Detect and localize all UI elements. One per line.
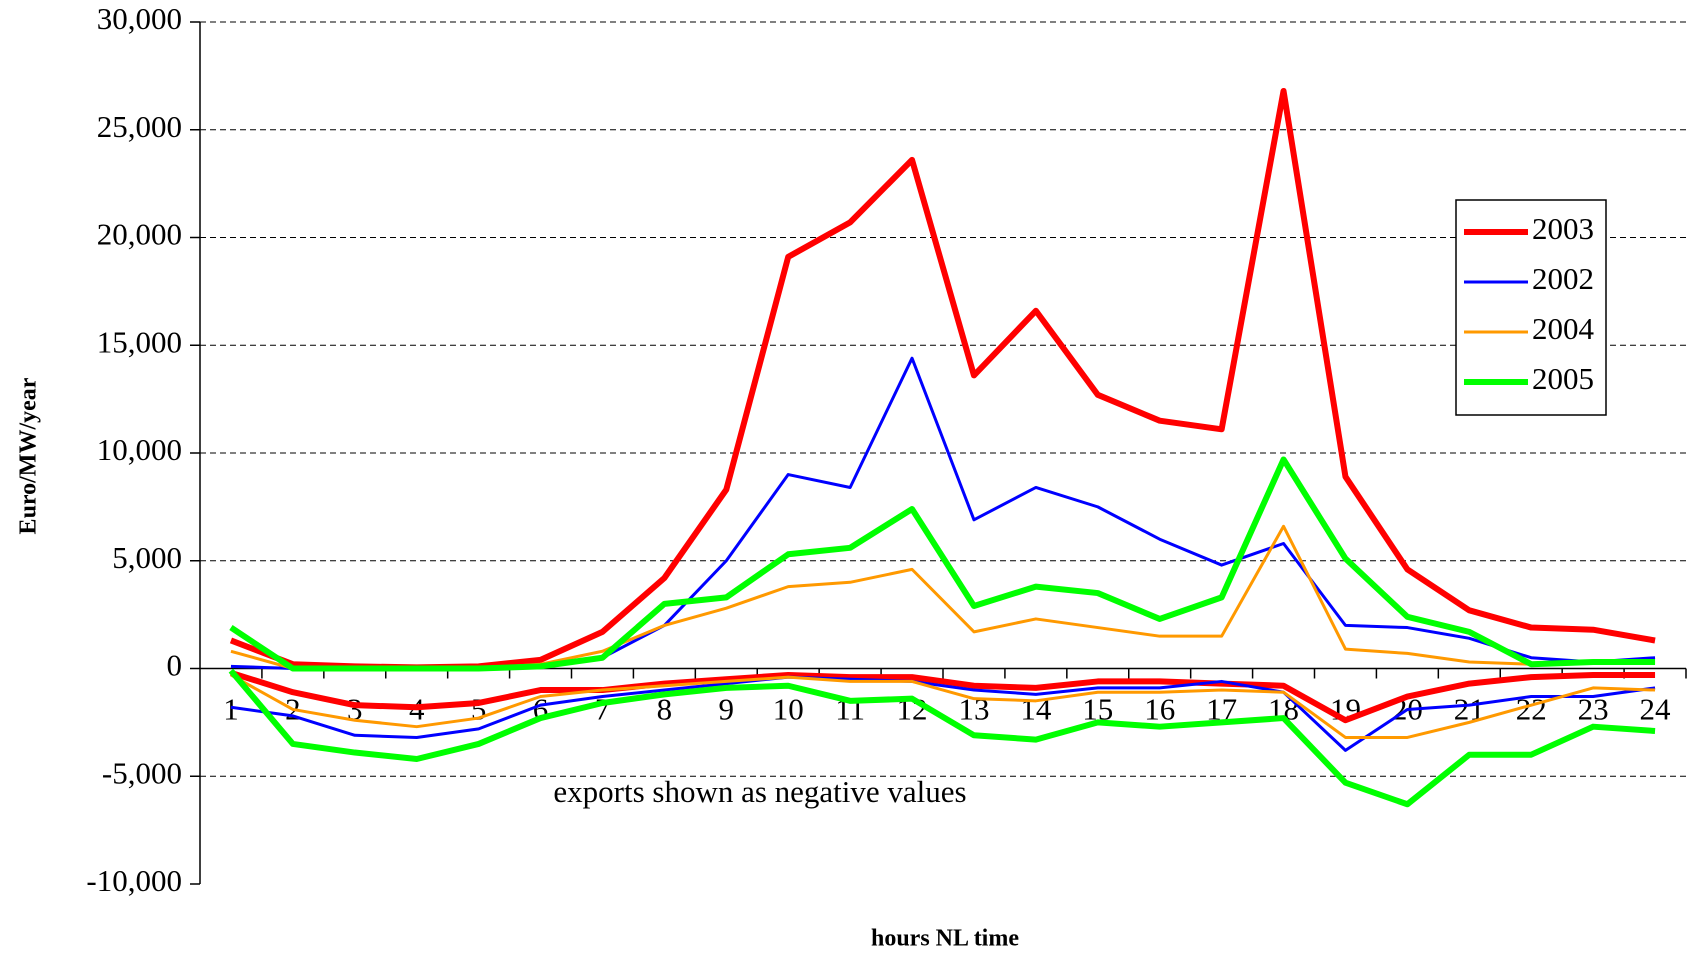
x-tick-label: 5 [471,692,487,727]
x-tick-label: 24 [1640,692,1672,727]
y-tick-label: -10,000 [86,863,182,898]
legend-label: 2005 [1532,361,1594,396]
series-line [230,673,1656,739]
annotation: exports shown as negative values [553,774,966,809]
y-tick-label: 5,000 [112,540,182,575]
legend-label: 2004 [1532,311,1595,346]
y-axis-title: Euro/MW/year [16,377,42,534]
series-line [230,669,1656,724]
y-tick-label: -5,000 [102,755,182,790]
x-tick-label: 3 [347,692,363,727]
y-tick-label: 20,000 [97,217,182,252]
x-tick-label: 14 [1020,692,1052,727]
series-line [229,87,1656,671]
x-tick-label: 10 [773,692,804,727]
series-line [228,668,1656,808]
legend-label: 2003 [1532,211,1594,246]
series-line [230,524,1656,670]
y-tick-label: 0 [167,648,183,683]
x-axis-title: hours NL time [871,926,1019,952]
legend-label: 2002 [1532,261,1594,296]
y-tick-label: 10,000 [97,432,182,467]
y-tick-label: 25,000 [97,109,182,144]
x-tick-label: 1 [223,692,239,727]
x-tick-label: 9 [719,692,735,727]
series-line [230,356,1656,670]
series-line [230,675,1656,752]
x-tick-label: 16 [1144,692,1175,727]
series-line [229,456,1656,672]
x-tick-label: 8 [657,692,673,727]
y-tick-label: 30,000 [97,1,182,36]
y-tick-label: 15,000 [97,324,182,359]
